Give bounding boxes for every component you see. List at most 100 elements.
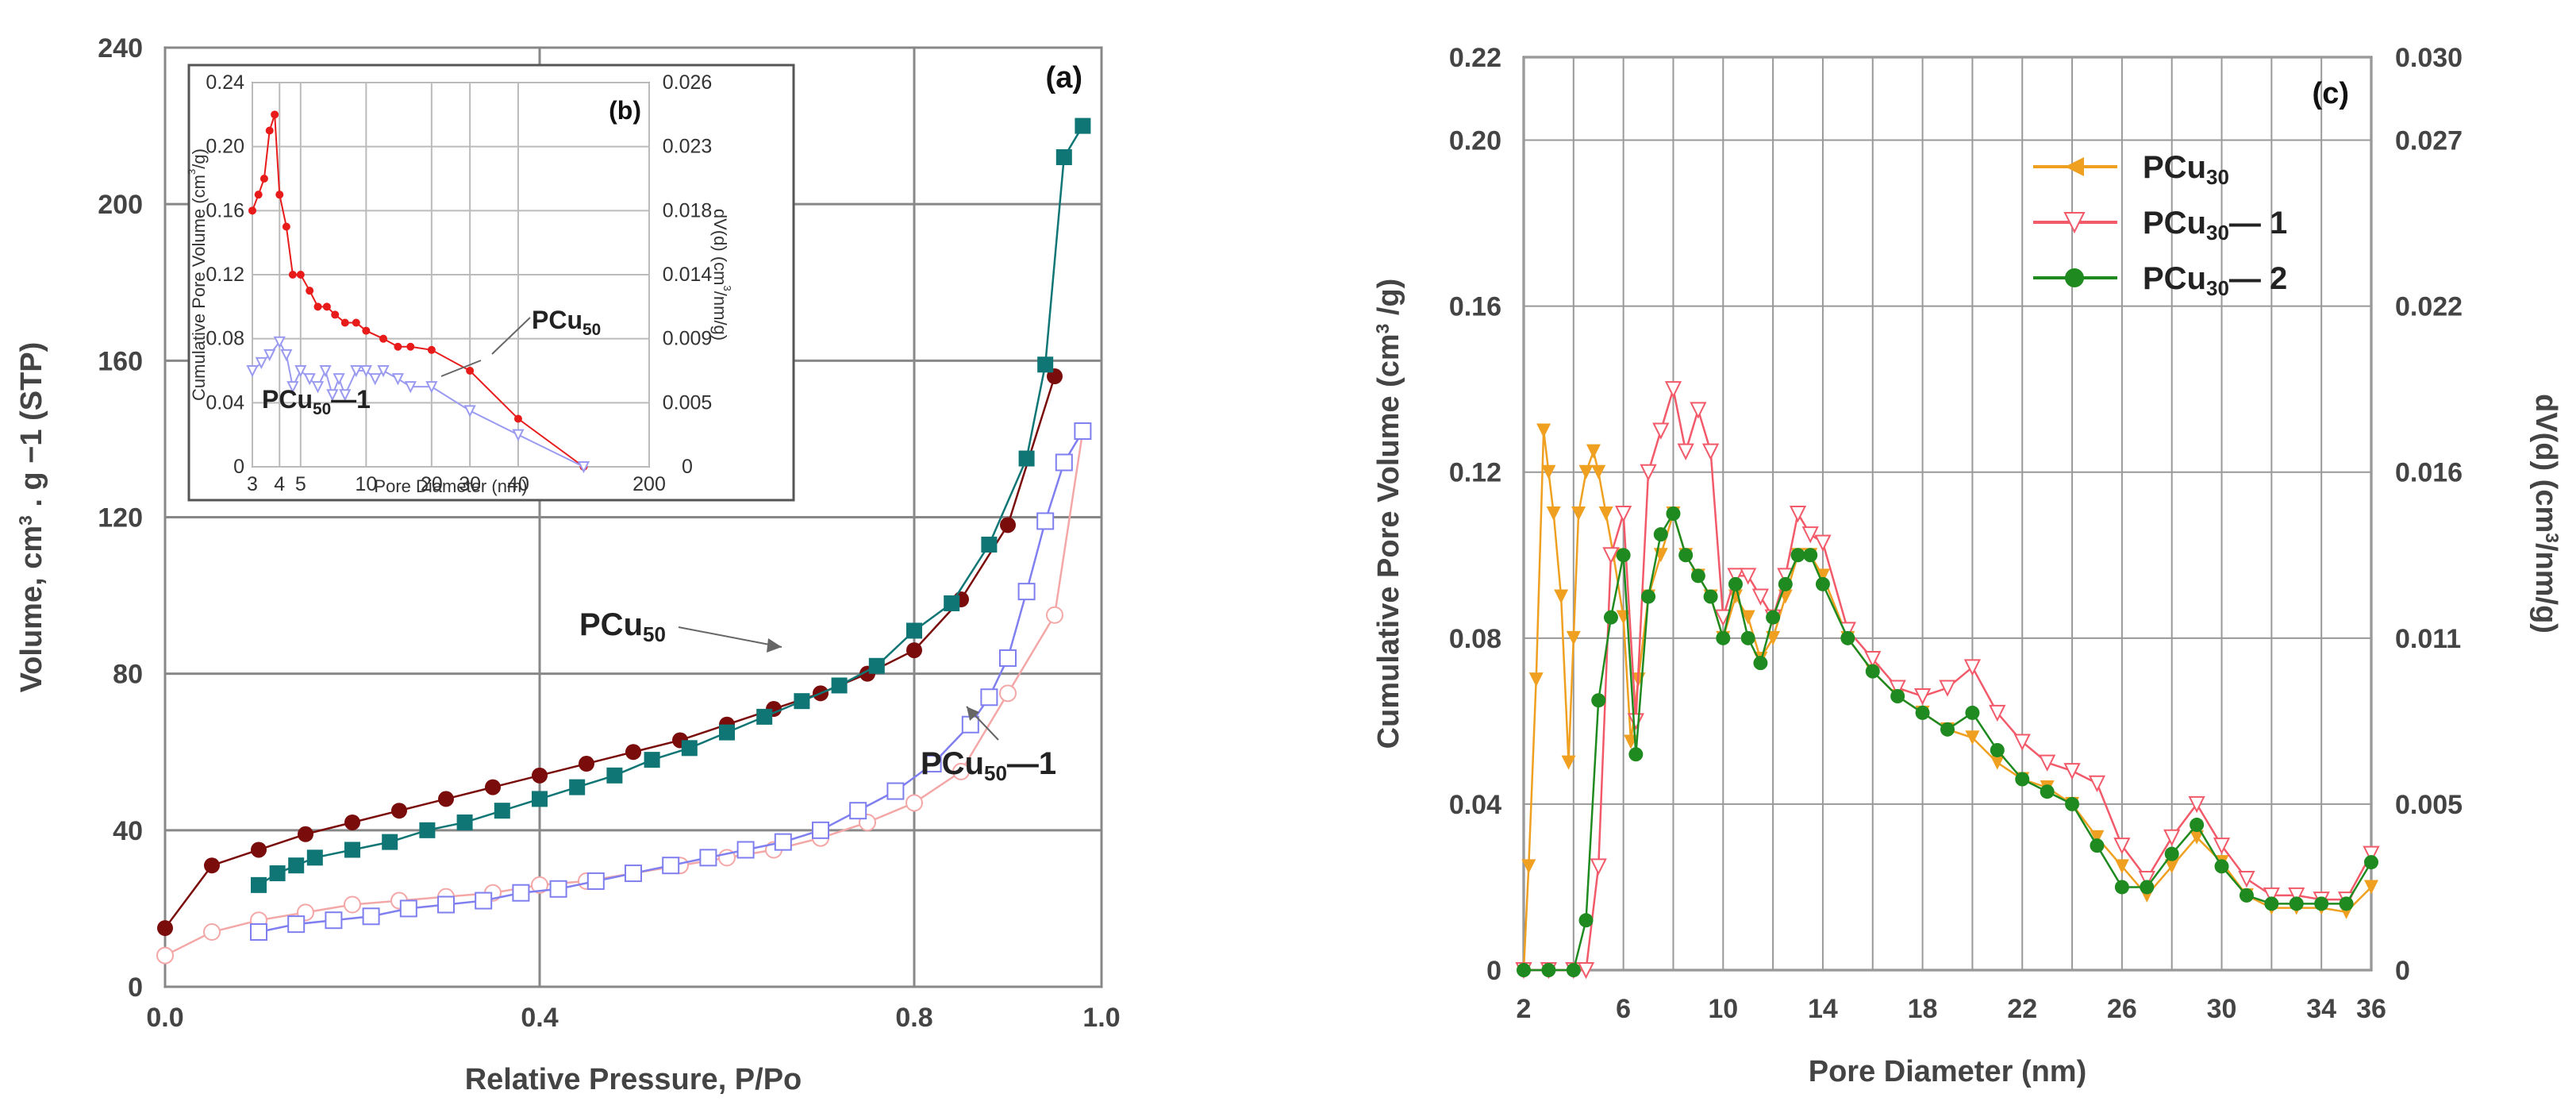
data-point: [485, 779, 501, 795]
data-point: [1591, 693, 1606, 708]
y-tick-label-left: 0.08: [1449, 624, 1501, 654]
data-point: [1990, 755, 2005, 770]
y-tick-label-right: 0.018: [663, 199, 713, 221]
data-point: [1701, 443, 1720, 460]
data-point: [1940, 722, 1955, 737]
data-point: [2239, 888, 2254, 903]
x-tick-label: 0.4: [521, 1003, 558, 1033]
y-tick-label: 40: [113, 816, 143, 846]
data-point: [1037, 356, 1054, 373]
data-point: [419, 822, 436, 838]
data-point: [286, 381, 299, 394]
data-point: [512, 884, 530, 902]
data-point: [1577, 962, 1595, 980]
data-point: [794, 693, 810, 710]
data-point: [2163, 829, 2181, 846]
data-point: [606, 767, 623, 784]
data-point: [849, 802, 867, 820]
data-point: [2065, 796, 2080, 811]
y-tick-label-left: 0.22: [1449, 43, 1501, 73]
data-point: [1789, 506, 1807, 523]
legend-label: PCu30: [2143, 150, 2229, 189]
y-tick-label-right: 0: [682, 456, 693, 478]
data-point: [625, 744, 641, 761]
data-point: [1017, 583, 1036, 601]
legend-marker: [2063, 212, 2086, 234]
data-point: [1554, 589, 1569, 604]
data-point: [1890, 689, 1905, 703]
data-point: [2140, 880, 2155, 895]
data-point: [2013, 734, 2031, 751]
y-tick-label-left: 0.20: [1449, 126, 1501, 156]
data-point: [1036, 512, 1055, 530]
data-point: [322, 302, 331, 311]
data-point: [282, 222, 290, 231]
data-point: [294, 365, 307, 378]
x-tick-label: 5: [295, 473, 306, 495]
data-point: [288, 857, 305, 874]
y-axis-title-left: Cumulative Pore Volume (cm3 /g): [1372, 279, 1405, 749]
x-tick-label: 26: [2107, 994, 2137, 1024]
data-point: [1517, 963, 1531, 977]
inset-panel-label: (b): [609, 96, 641, 125]
data-point: [340, 318, 349, 327]
data-point: [306, 287, 314, 295]
data-point: [699, 849, 717, 867]
data-point: [475, 892, 493, 910]
legend-label: PCu30— 1: [2143, 206, 2287, 245]
plot-frame: [1522, 56, 2373, 972]
data-point: [263, 349, 276, 362]
y-tick-label-right: 0.022: [2395, 292, 2463, 322]
data-point: [2190, 818, 2205, 833]
y-tick-label-left: 0.24: [206, 71, 244, 94]
x-tick-label: 30: [2207, 994, 2237, 1024]
data-point: [269, 865, 286, 882]
data-point: [981, 537, 998, 553]
y-tick-label-right: 0.030: [2395, 43, 2463, 73]
panel-label: (a): [1046, 61, 1082, 94]
data-point: [2040, 784, 2055, 799]
annotation-pcu50: PCu50: [579, 607, 666, 646]
legend-label: PCu30— 2: [2143, 261, 2287, 300]
x-tick-label: 36: [2356, 994, 2386, 1024]
data-point: [886, 782, 905, 800]
data-point: [1546, 506, 1561, 521]
data-point: [1074, 422, 1092, 441]
data-point: [203, 922, 221, 941]
data-point: [906, 622, 922, 639]
data-point: [1989, 704, 2006, 722]
data-point: [980, 688, 998, 707]
data-point: [280, 349, 293, 362]
data-point: [1728, 589, 1743, 604]
data-point: [344, 841, 360, 858]
data-point: [156, 946, 174, 965]
x-tick-label: 18: [1908, 994, 1938, 1024]
data-point: [2088, 775, 2106, 793]
data-point: [2114, 880, 2129, 895]
y-tick-label-right: 0.005: [2395, 790, 2463, 820]
data-point: [1653, 527, 1668, 542]
data-point: [2264, 896, 2279, 911]
data-point: [2314, 896, 2329, 911]
data-point: [1641, 589, 1656, 604]
data-point: [1740, 630, 1755, 645]
data-point: [1541, 963, 1556, 977]
data-point: [625, 865, 642, 883]
data-point: [1677, 443, 1694, 460]
data-point: [1590, 858, 1607, 876]
data-point: [251, 841, 267, 858]
y-tick-label-right: 0.016: [2395, 458, 2463, 488]
data-point: [1536, 423, 1551, 438]
data-point: [999, 649, 1017, 667]
inset-annotation-pcu50: PCu50: [532, 306, 601, 339]
data-point: [644, 752, 660, 768]
data-point: [756, 708, 773, 725]
data-point: [586, 872, 605, 890]
x-tick-label: 3: [247, 473, 258, 495]
data-point: [1751, 588, 1770, 606]
x-axis-title: Relative Pressure, P/Po: [465, 1063, 802, 1096]
data-point: [362, 907, 380, 926]
y-axis-title: Volume, cm3 . g −1 (STP): [15, 342, 48, 693]
x-axis-title: Pore Diameter (nm): [1809, 1055, 2087, 1088]
data-point: [391, 803, 407, 819]
